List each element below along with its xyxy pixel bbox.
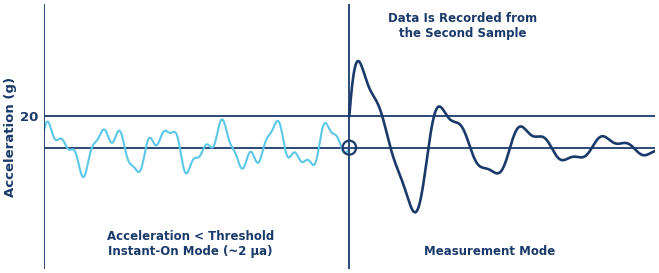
Y-axis label: Acceleration (g): Acceleration (g) xyxy=(4,76,17,197)
Text: Acceleration < Threshold
Instant-On Mode (~2 μa): Acceleration < Threshold Instant-On Mode… xyxy=(107,230,274,258)
Text: Measurement Mode: Measurement Mode xyxy=(424,245,556,258)
Text: Data Is Recorded from
the Second Sample: Data Is Recorded from the Second Sample xyxy=(387,12,537,40)
